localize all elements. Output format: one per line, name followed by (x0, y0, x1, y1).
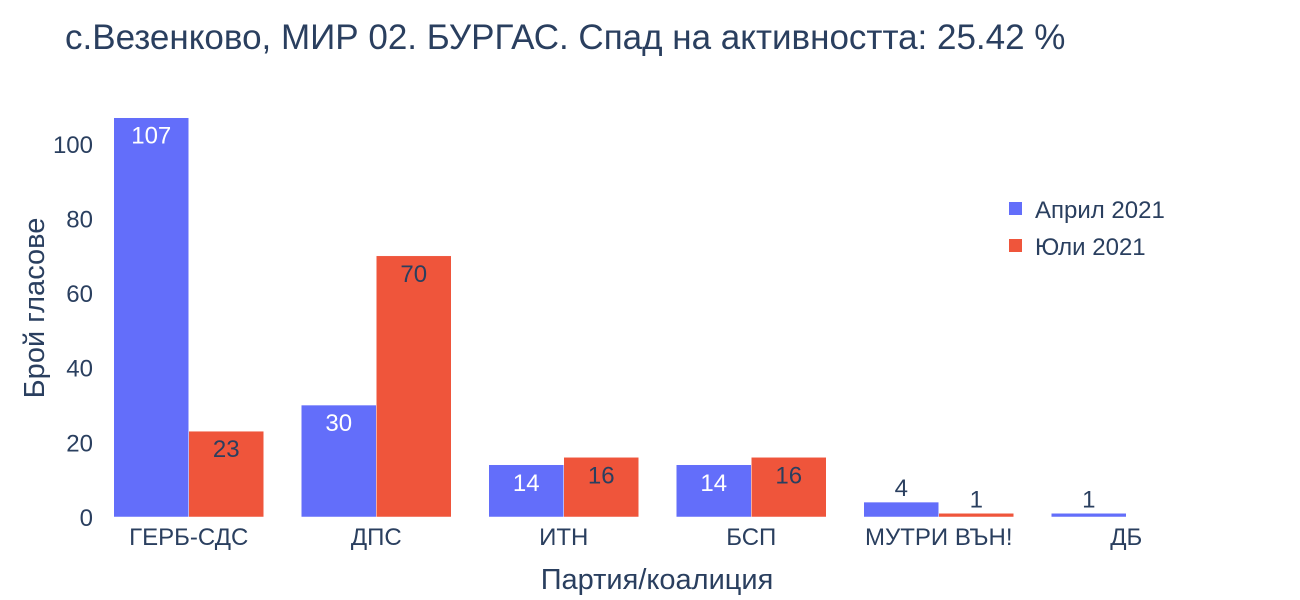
legend[interactable]: Април 2021 Юли 2021 (1009, 197, 1165, 261)
bar[interactable] (863, 501, 939, 518)
bar-value-label: 16 (588, 462, 615, 489)
bar[interactable] (1051, 513, 1127, 518)
bar-value-label: 70 (400, 261, 427, 288)
bar-value-label: 107 (131, 123, 171, 150)
x-tick-label: ДПС (351, 524, 402, 551)
legend-label: Юли 2021 (1035, 234, 1146, 261)
legend-swatch (1009, 202, 1022, 215)
legend-item[interactable]: Април 2021 (1009, 197, 1165, 224)
legend-item[interactable]: Юли 2021 (1009, 234, 1146, 261)
x-tick-label: ГЕРБ-СДС (129, 524, 248, 551)
bar-value-label: 30 (325, 410, 352, 437)
x-tick-label: ИТН (539, 524, 588, 551)
bar-value-label: 14 (700, 470, 727, 497)
x-axis-label: Партия/коалиция (541, 564, 774, 596)
bar-value-label: 16 (775, 462, 802, 489)
bar[interactable] (676, 464, 752, 518)
x-tick-label: ДБ (1110, 524, 1142, 551)
chart-title: с.Везенково, МИР 02. БУРГАС. Спад на акт… (65, 18, 1065, 57)
legend-label: Април 2021 (1035, 197, 1165, 224)
y-tick-label: 100 (53, 132, 93, 159)
legend-swatch (1009, 239, 1022, 252)
y-tick-label: 40 (66, 356, 93, 383)
bar-value-label: 14 (513, 470, 540, 497)
bar-value-label: 1 (1082, 486, 1095, 513)
bar-value-label: 1 (970, 486, 983, 513)
bar[interactable] (938, 513, 1014, 518)
bar[interactable] (563, 457, 639, 518)
x-axis: ГЕРБ-СДС ДПС ИТН БСП МУТРИ ВЪН! ДБ (129, 524, 1142, 551)
bar[interactable] (751, 457, 827, 518)
bar[interactable] (188, 430, 264, 518)
bar[interactable] (376, 255, 452, 518)
bars: 107 23 30 70 14 16 14 16 4 1 1 (113, 117, 1127, 518)
bar-value-label: 4 (895, 475, 908, 502)
y-axis: 0 20 40 60 80 100 (53, 132, 93, 532)
bar[interactable] (113, 117, 189, 518)
x-tick-label: БСП (726, 524, 776, 551)
y-tick-label: 80 (66, 206, 93, 233)
bar[interactable] (488, 464, 564, 518)
y-tick-label: 0 (80, 505, 93, 532)
bar-value-label: 23 (213, 436, 240, 463)
x-tick-label: МУТРИ ВЪН! (865, 524, 1012, 551)
y-tick-label: 60 (66, 281, 93, 308)
y-tick-label: 20 (66, 430, 93, 457)
y-axis-label: Брой гласове (19, 218, 51, 399)
bar[interactable] (301, 404, 377, 518)
